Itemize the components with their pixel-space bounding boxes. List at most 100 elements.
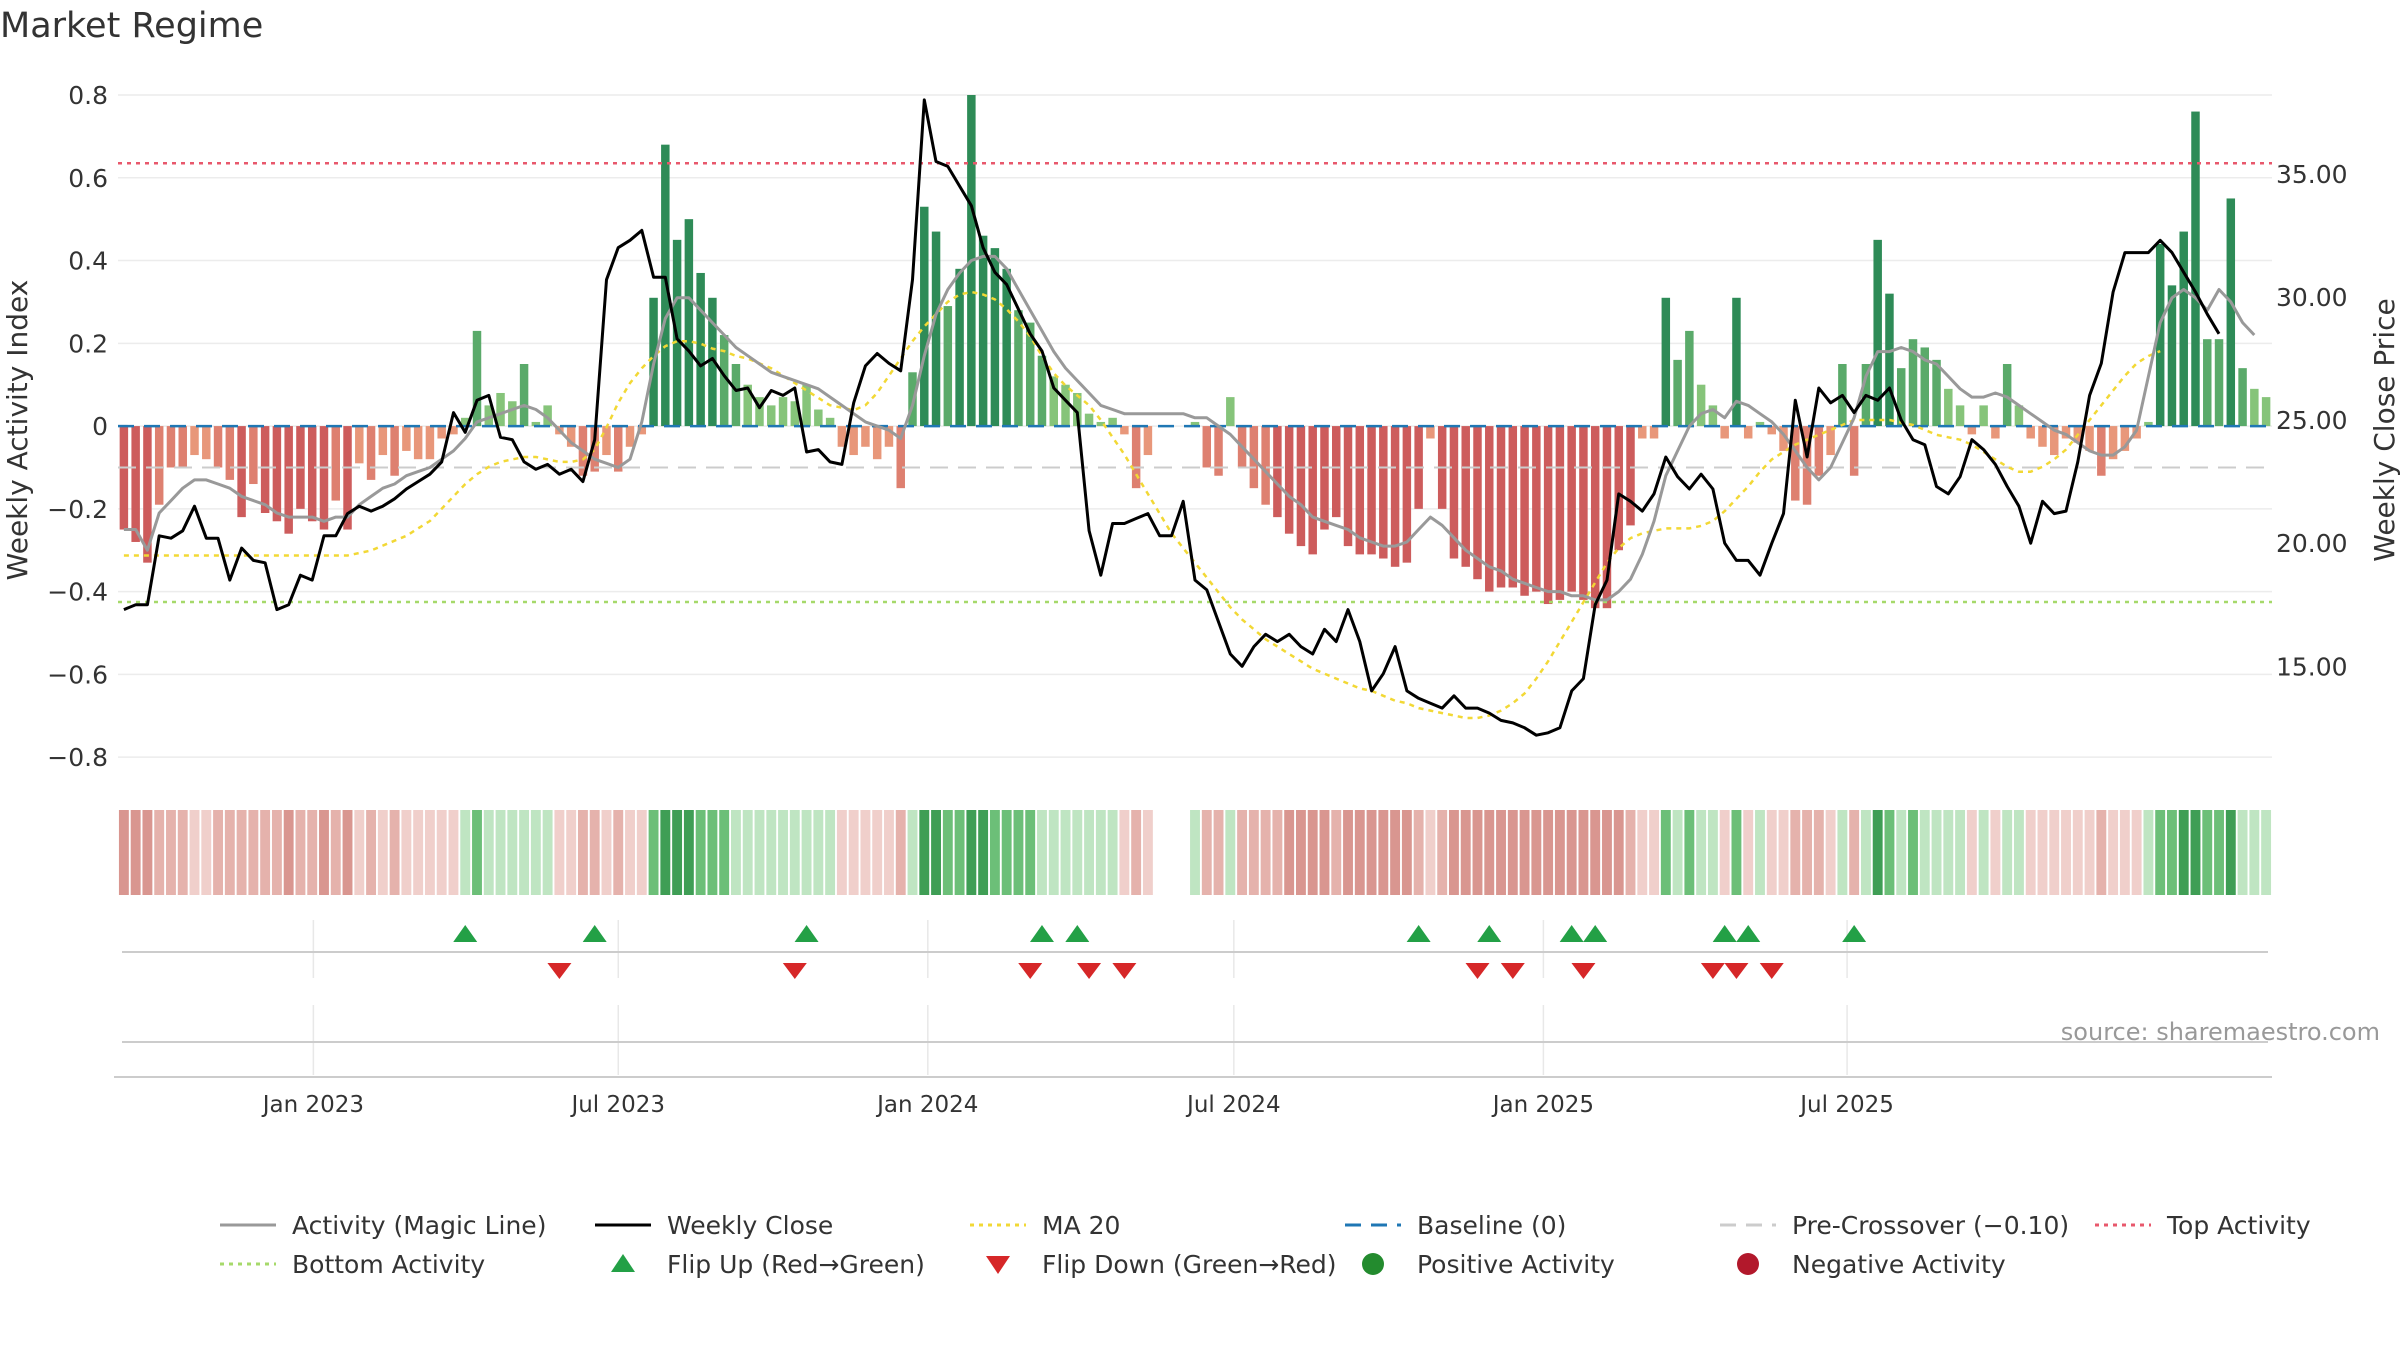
activity-bar bbox=[1461, 426, 1470, 567]
regime-cell bbox=[507, 810, 518, 895]
flip-down-marker bbox=[1759, 963, 1784, 979]
regime-cell bbox=[1260, 810, 1271, 895]
activity-bar bbox=[2120, 426, 2130, 451]
regime-cell bbox=[1790, 810, 1801, 895]
regime-cell bbox=[1201, 810, 1212, 895]
activity-bar bbox=[1626, 426, 1635, 526]
activity-bar bbox=[814, 409, 823, 427]
regime-cell bbox=[2025, 810, 2036, 895]
regime-cell bbox=[1001, 810, 1012, 895]
y-tick-label-left: 0.6 bbox=[68, 164, 108, 193]
regime-cell bbox=[413, 810, 424, 895]
activity-bar bbox=[1214, 426, 1223, 476]
activity-bar bbox=[178, 426, 187, 468]
activity-bar bbox=[1131, 426, 1141, 489]
activity-bar bbox=[1732, 297, 1741, 427]
regime-cell bbox=[1284, 810, 1295, 895]
legend-item: Weekly Close bbox=[595, 1211, 833, 1240]
regime-cell bbox=[1154, 810, 1165, 895]
legend: Activity (Magic Line) Weekly Close MA 20 Ba… bbox=[220, 1211, 2311, 1279]
regime-cell bbox=[848, 810, 859, 895]
legend-swatch bbox=[1737, 1253, 1759, 1275]
grid-layer bbox=[118, 94, 2272, 1075]
regime-cell bbox=[1519, 810, 1530, 895]
activity-bar bbox=[1685, 330, 1694, 427]
regime-cell bbox=[1602, 810, 1612, 895]
activity-bar bbox=[449, 426, 458, 435]
regime-cell bbox=[1943, 810, 1954, 895]
regime-cell bbox=[989, 810, 1000, 895]
activity-bar bbox=[2226, 198, 2236, 427]
regime-cell bbox=[1955, 810, 1966, 895]
regime-cell bbox=[1037, 810, 1047, 895]
activity-bar bbox=[884, 426, 894, 447]
activity-bar bbox=[1320, 426, 1329, 530]
legend-item: MA 20 bbox=[970, 1211, 1120, 1240]
regime-cell bbox=[224, 810, 235, 895]
activity-bar bbox=[2085, 426, 2094, 451]
legend-item: Negative Activity bbox=[1737, 1250, 2006, 1279]
regime-cell bbox=[1578, 810, 1589, 895]
legend-swatch bbox=[986, 1256, 1010, 1274]
flip-up-marker bbox=[1712, 925, 1737, 942]
regime-cell bbox=[1084, 810, 1095, 895]
activity-bar bbox=[249, 426, 258, 485]
regime-cell bbox=[1590, 810, 1601, 895]
activity-bar bbox=[531, 421, 541, 427]
regime-cell bbox=[1437, 810, 1448, 895]
activity-bar bbox=[1708, 405, 1718, 427]
activity-bar bbox=[696, 272, 705, 427]
activity-bar bbox=[496, 392, 505, 427]
regime-cell bbox=[836, 810, 847, 895]
regime-cell bbox=[1837, 810, 1848, 895]
regime-cell bbox=[377, 810, 388, 895]
regime-cell bbox=[472, 810, 482, 895]
regime-cell bbox=[1048, 810, 1059, 895]
regime-cell bbox=[1131, 810, 1142, 895]
regime-cell bbox=[1660, 810, 1671, 895]
regime-cell bbox=[907, 810, 918, 895]
y-tick-label-left: 0.2 bbox=[68, 329, 108, 358]
activity-bar bbox=[1332, 426, 1341, 518]
regime-cell bbox=[601, 810, 612, 895]
regime-cell bbox=[519, 810, 530, 895]
regime-cell bbox=[1213, 810, 1224, 895]
activity-bar bbox=[2026, 426, 2035, 439]
regime-cell bbox=[366, 810, 377, 895]
legend-label: Baseline (0) bbox=[1417, 1211, 1566, 1240]
activity-bar bbox=[1261, 426, 1270, 505]
activity-bar bbox=[484, 405, 494, 427]
regime-cell bbox=[330, 810, 341, 895]
x-tick-label: Jan 2025 bbox=[1491, 1092, 1594, 1118]
regime-cell bbox=[1684, 810, 1695, 895]
flip-down-marker bbox=[1700, 963, 1725, 979]
x-tick-label: Jul 2025 bbox=[1798, 1092, 1894, 1118]
regime-cell bbox=[342, 810, 353, 895]
regime-cell bbox=[1731, 810, 1742, 895]
y-tick-label-left: −0.6 bbox=[47, 660, 108, 689]
activity-bar bbox=[119, 426, 129, 530]
activity-bar bbox=[1284, 426, 1294, 534]
activity-bar bbox=[872, 426, 882, 460]
y-tick-label-left: 0 bbox=[92, 412, 108, 441]
activity-bar bbox=[2097, 426, 2106, 476]
activity-bar bbox=[1602, 426, 1612, 609]
activity-bar bbox=[861, 426, 870, 447]
regime-cell bbox=[1484, 810, 1495, 895]
regime-cell bbox=[695, 810, 706, 895]
flip-down-marker bbox=[1571, 963, 1596, 979]
activity-bar bbox=[460, 417, 470, 427]
regime-cell bbox=[2249, 810, 2260, 895]
series-lines bbox=[123, 98, 2256, 737]
regime-cell bbox=[2261, 810, 2272, 895]
regime-cell bbox=[1472, 810, 1483, 895]
activity-bar bbox=[790, 401, 800, 427]
legend-item: Flip Down (Green→Red) bbox=[986, 1250, 1337, 1279]
legend-label: Bottom Activity bbox=[292, 1250, 485, 1279]
regime-cell bbox=[2190, 810, 2201, 895]
legend-label: Positive Activity bbox=[1417, 1250, 1615, 1279]
regime-cell bbox=[2049, 810, 2060, 895]
activity-bar bbox=[684, 219, 694, 427]
activity-bar bbox=[519, 364, 529, 427]
